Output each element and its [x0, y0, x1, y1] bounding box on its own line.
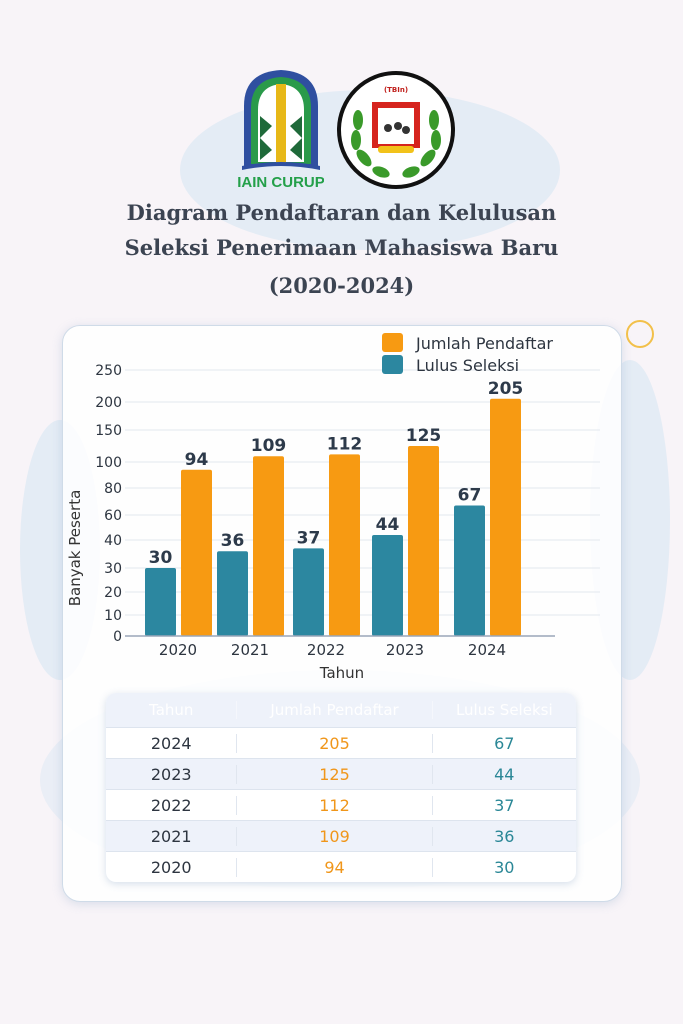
deco-circle [626, 320, 654, 348]
y-tick-label: 250 [95, 363, 122, 379]
cell-tahun: 2024 [150, 733, 192, 753]
cell-pendaftar: 205 [236, 733, 431, 753]
table-row: 2020 94 30 [106, 851, 576, 882]
logo-iain-curup: IAIN CURUP [237, 66, 325, 191]
data-label: 125 [406, 426, 442, 446]
table-row: 2024 205 67 [106, 727, 576, 758]
header-tahun: Tahun [149, 701, 194, 719]
cell-pendaftar: 112 [236, 795, 431, 815]
bar-jumlah-pendaftar-2023 [408, 446, 439, 636]
table-header: Tahun Jumlah Pendaftar Lulus Seleksi [106, 693, 576, 727]
bar-jumlah-pendaftar-2021 [253, 456, 284, 636]
cell-tahun: 2021 [150, 826, 192, 846]
data-label: 37 [297, 528, 321, 548]
cell-lulus: 44 [431, 764, 576, 784]
x-tick-label: 2023 [386, 641, 424, 659]
cell-lulus: 30 [431, 857, 576, 877]
bar-lulus-seleksi-2023 [372, 535, 403, 636]
data-label: 109 [251, 436, 287, 456]
legend-label-lulus-seleksi: Lulus Seleksi [416, 356, 519, 375]
y-tick-label: 0 [113, 629, 122, 645]
y-tick-label: 80 [104, 481, 122, 497]
x-tick-label: 2022 [307, 641, 345, 659]
table-row: 2021 109 36 [106, 820, 576, 851]
bar-jumlah-pendaftar-2020 [181, 469, 212, 636]
y-tick-label: 20 [104, 585, 122, 601]
x-axis-label: Tahun [319, 664, 364, 682]
data-table: Tahun Jumlah Pendaftar Lulus Seleksi 202… [106, 693, 576, 882]
bar-lulus-seleksi-2022 [293, 548, 324, 636]
data-label: 30 [149, 548, 173, 568]
cell-pendaftar: 94 [236, 857, 431, 877]
data-label: 67 [458, 486, 482, 506]
title-line-1: Diagram Pendaftaran dan Kelulusan [126, 200, 557, 225]
svg-text:IAIN CURUP: IAIN CURUP [238, 174, 324, 190]
logo-tbin: (TBIn) [336, 70, 456, 190]
y-tick-label: 40 [104, 533, 122, 549]
cell-tahun: 2023 [150, 764, 192, 784]
bar-lulus-seleksi-2024 [454, 505, 485, 636]
y-tick-label: 30 [104, 561, 122, 577]
table-row: 2022 112 37 [106, 789, 576, 820]
y-tick-label: 60 [104, 508, 122, 524]
cell-lulus: 67 [431, 733, 576, 753]
bar-jumlah-pendaftar-2022 [329, 454, 360, 636]
svg-text:(TBIn): (TBIn) [384, 86, 408, 94]
header-lulus-seleksi: Lulus Seleksi [431, 701, 576, 719]
title-line-2: Seleksi Penerimaan Mahasiswa Baru [124, 235, 559, 260]
header-jumlah-pendaftar: Jumlah Pendaftar [236, 701, 431, 719]
table-row: 2023 125 44 [106, 758, 576, 789]
y-axis-label: Banyak Peserta [66, 490, 84, 607]
cell-pendaftar: 109 [236, 826, 431, 846]
cell-lulus: 37 [431, 795, 576, 815]
bar-lulus-seleksi-2020 [145, 568, 176, 636]
y-tick-label: 150 [95, 423, 122, 439]
cell-pendaftar: 125 [236, 764, 431, 784]
data-label: 205 [488, 379, 524, 399]
x-tick-label: 2024 [468, 641, 506, 659]
y-tick-label: 10 [104, 608, 122, 624]
cell-tahun: 2020 [150, 857, 192, 877]
y-tick-label: 100 [95, 455, 122, 471]
data-label: 44 [376, 515, 400, 535]
x-tick-label: 2021 [231, 641, 269, 659]
data-label: 36 [221, 531, 245, 551]
data-label: 112 [327, 434, 363, 454]
legend-swatch-lulus-seleksi [382, 355, 403, 374]
title-line-3: (2020-2024) [268, 273, 415, 298]
legend-swatch-jumlah-pendaftar [382, 333, 403, 352]
data-label: 94 [185, 450, 209, 470]
bar-jumlah-pendaftar-2024 [490, 398, 521, 636]
legend-label-jumlah-pendaftar: Jumlah Pendaftar [415, 334, 553, 353]
x-tick-label: 2020 [159, 641, 197, 659]
bar-lulus-seleksi-2021 [217, 551, 248, 636]
cell-lulus: 36 [431, 826, 576, 846]
y-tick-label: 200 [95, 395, 122, 411]
cell-tahun: 2022 [150, 795, 192, 815]
